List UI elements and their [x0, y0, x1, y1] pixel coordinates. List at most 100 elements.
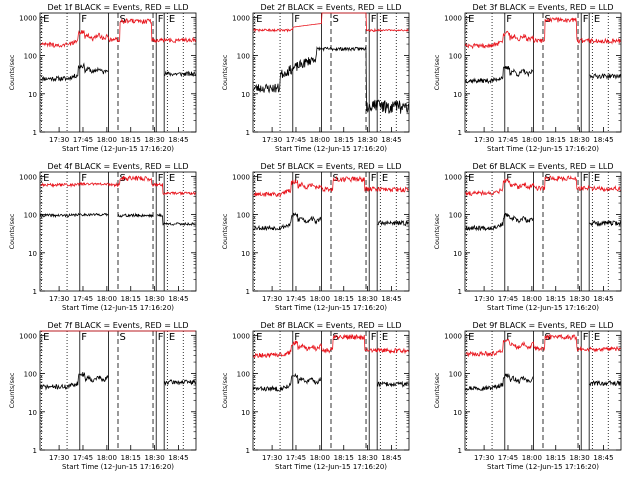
y-axis-label: Counts/sec	[221, 54, 229, 90]
y-tick-label: 1000	[232, 14, 250, 22]
events-series-line	[253, 212, 409, 232]
x-tick-label: 18:45	[593, 454, 613, 462]
x-axis-label: Start Time (12-Jun-15 17:16:20)	[487, 145, 599, 153]
detector-panel-3: Det 3f BLACK = Events, RED = LLD 1 10 100 10…	[433, 3, 622, 153]
x-axis-label: Start Time (12-Jun-15 17:16:20)	[275, 304, 387, 312]
y-tick-label: 10	[241, 91, 250, 99]
y-tick-label: 100	[237, 53, 250, 61]
segment-marker-label: E	[594, 14, 600, 25]
x-tick-label: 17:45	[73, 295, 93, 303]
x-tick-label: 17:30	[474, 295, 494, 303]
segment-marker-label: S	[545, 332, 551, 343]
detector-panel-5: Det 5f BLACK = Events, RED = LLD 1 10 100 10…	[221, 162, 410, 312]
panel-title: Det 7f BLACK = Events, RED = LLD	[47, 321, 188, 330]
segment-marker-label: E	[594, 173, 600, 184]
y-tick-label: 10	[241, 409, 250, 417]
segment-marker-label: F	[583, 14, 589, 25]
segment-marker-label: F	[371, 14, 377, 25]
segment-marker-label: E	[382, 14, 388, 25]
x-tick-label: 18:30	[570, 136, 590, 144]
x-tick-label: 18:30	[570, 295, 590, 303]
x-tick-label: 17:30	[262, 136, 282, 144]
lld-series-line	[40, 18, 196, 48]
events-series-line	[465, 65, 621, 85]
x-tick-label: 18:15	[121, 136, 141, 144]
segment-marker-label: E	[382, 332, 388, 343]
panel-title: Det 6f BLACK = Events, RED = LLD	[472, 162, 613, 171]
y-tick-label: 1	[246, 447, 250, 455]
segment-marker-label: S	[333, 173, 339, 184]
y-tick-label: 100	[449, 371, 462, 379]
y-tick-label: 100	[237, 212, 250, 220]
segment-marker-label: F	[294, 332, 300, 343]
y-tick-label: 1	[458, 288, 462, 296]
events-series-line	[40, 371, 196, 391]
x-tick-label: 18:45	[381, 454, 401, 462]
x-axis-label: Start Time (12-Jun-15 17:16:20)	[487, 463, 599, 471]
segment-marker-label: F	[506, 332, 512, 343]
y-tick-label: 1	[458, 129, 462, 137]
segment-marker-label: F	[158, 332, 164, 343]
y-axis-label: Counts/sec	[221, 372, 229, 408]
x-tick-label: 17:45	[498, 295, 518, 303]
y-tick-label: 100	[237, 371, 250, 379]
segment-marker-label: E	[256, 14, 262, 25]
y-tick-label: 100	[24, 212, 37, 220]
x-tick-label: 17:30	[262, 454, 282, 462]
segment-marker-label: F	[81, 173, 87, 184]
segment-marker-label: F	[294, 173, 300, 184]
segment-marker-label: E	[468, 332, 474, 343]
x-tick-label: 17:30	[49, 295, 69, 303]
x-tick-label: 17:30	[262, 295, 282, 303]
y-tick-label: 1000	[232, 332, 250, 340]
y-tick-label: 1	[33, 129, 37, 137]
x-tick-label: 17:45	[73, 454, 93, 462]
segment-marker-label: F	[583, 332, 589, 343]
x-axis-label: Start Time (12-Jun-15 17:16:20)	[275, 463, 387, 471]
panel-title: Det 3f BLACK = Events, RED = LLD	[472, 3, 613, 12]
x-tick-label: 18:00	[97, 295, 117, 303]
y-tick-label: 1	[458, 447, 462, 455]
x-tick-label: 18:45	[593, 136, 613, 144]
segment-marker-label: E	[382, 173, 388, 184]
segment-marker-label: E	[43, 14, 49, 25]
y-axis-label: Counts/sec	[8, 54, 16, 90]
y-axis-label: Counts/sec	[433, 213, 441, 249]
x-tick-label: 18:30	[358, 295, 378, 303]
y-axis-label: Counts/sec	[433, 372, 441, 408]
lld-series-line	[465, 334, 621, 358]
x-tick-label: 18:45	[381, 136, 401, 144]
segment-marker-label: E	[169, 173, 175, 184]
lld-series-line	[253, 333, 409, 359]
y-tick-label: 10	[241, 250, 250, 258]
detector-panel-1: Det 1f BLACK = Events, RED = LLD 1 10 100 10…	[8, 3, 197, 153]
segment-marker-label: S	[120, 332, 126, 343]
x-tick-label: 18:00	[522, 295, 542, 303]
x-tick-label: 18:30	[145, 295, 165, 303]
segment-marker-label: E	[43, 173, 49, 184]
segment-marker-label: F	[81, 14, 87, 25]
y-tick-label: 1	[246, 129, 250, 137]
x-tick-label: 18:15	[546, 136, 566, 144]
y-axis-label: Counts/sec	[433, 54, 441, 90]
segment-marker-label: F	[81, 332, 87, 343]
y-tick-label: 1000	[444, 332, 462, 340]
x-tick-label: 18:15	[334, 136, 354, 144]
x-axis-label: Start Time (12-Jun-15 17:16:20)	[62, 145, 174, 153]
y-tick-label: 100	[24, 53, 37, 61]
segment-marker-label: F	[158, 173, 164, 184]
lld-series-line	[40, 175, 196, 196]
y-tick-label: 1000	[19, 14, 37, 22]
x-tick-label: 18:30	[570, 454, 590, 462]
x-tick-label: 18:30	[358, 454, 378, 462]
x-tick-label: 18:45	[168, 136, 188, 144]
y-axis-label: Counts/sec	[8, 213, 16, 249]
y-axis-label: Counts/sec	[221, 213, 229, 249]
y-tick-label: 1	[33, 288, 37, 296]
lld-series-line	[465, 175, 621, 197]
x-tick-label: 18:00	[522, 136, 542, 144]
y-tick-label: 1000	[19, 173, 37, 181]
y-tick-label: 1	[246, 288, 250, 296]
x-tick-label: 18:00	[310, 295, 330, 303]
